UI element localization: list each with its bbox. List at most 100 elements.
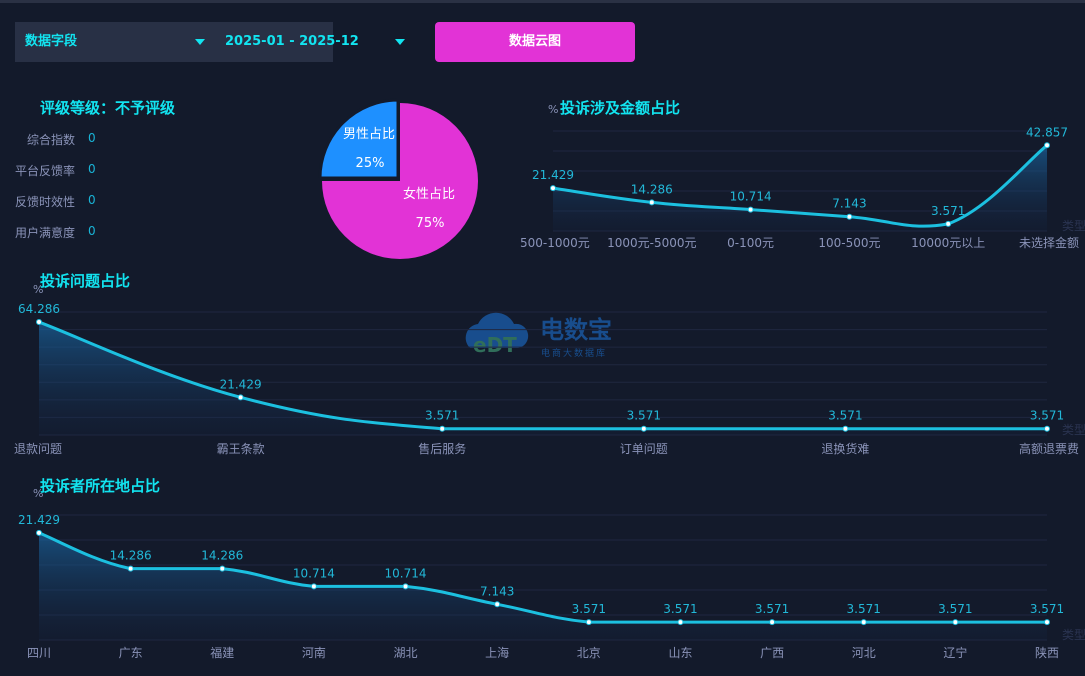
data-label: 42.857 <box>1026 125 1068 139</box>
field-dropdown-label: 数据字段 <box>25 34 78 49</box>
stat-value: 0 <box>88 162 96 176</box>
series-area <box>553 145 1047 231</box>
rating-title: 评级等级：不予评级 <box>40 99 176 117</box>
data-cloud-button[interactable]: 数据云图 <box>435 22 635 62</box>
data-point[interactable] <box>640 425 647 432</box>
svg-text:eDT: eDT <box>473 333 517 357</box>
issue-y-unit: % <box>33 283 44 296</box>
data-point[interactable] <box>945 220 952 227</box>
stat-label: 反馈时效性 <box>14 195 75 209</box>
x-tick-label: 10000元以上 <box>911 236 985 250</box>
pie-slice[interactable] <box>318 98 400 180</box>
data-label: 3.571 <box>627 409 661 423</box>
x-axis-name: 类型 <box>1062 219 1085 233</box>
data-label: 3.571 <box>938 602 972 616</box>
data-point[interactable] <box>127 565 134 572</box>
x-tick-label: 100-500元 <box>818 236 880 250</box>
region-y-unit: % <box>33 487 44 500</box>
data-label: 14.286 <box>201 549 243 563</box>
series-line <box>38 531 1047 624</box>
x-tick-label: 河北 <box>852 646 876 660</box>
x-tick-label: 上海 <box>485 645 509 660</box>
region-chart-title: 投诉者所在地占比 <box>40 477 161 495</box>
x-axis-name: 类型 <box>1062 423 1085 437</box>
series-line <box>552 144 1048 228</box>
x-tick-label: 售后服务 <box>418 441 466 456</box>
data-label: 3.571 <box>1030 409 1064 423</box>
data-label: 10.714 <box>385 566 427 580</box>
pie-slice-name: 男性占比 <box>343 127 395 142</box>
data-label: 7.143 <box>480 584 514 598</box>
data-point[interactable] <box>585 619 592 626</box>
x-tick-label: 广东 <box>119 646 143 660</box>
x-axis-name: 类型 <box>1062 628 1085 642</box>
x-tick-label: 福建 <box>210 645 234 660</box>
pie-slice-value: 75% <box>416 216 445 231</box>
data-point[interactable] <box>1044 619 1050 626</box>
x-tick-label: 北京 <box>577 646 601 660</box>
data-point[interactable] <box>36 529 42 536</box>
chevron-down-icon[interactable] <box>395 39 405 45</box>
top-border <box>0 0 1085 3</box>
amount-chart-title: 投诉涉及金额占比 <box>560 99 681 117</box>
data-point[interactable] <box>1044 142 1050 149</box>
watermark-logo: eDT 电数宝 电商大数据库 <box>465 312 612 359</box>
data-label: 21.429 <box>532 168 574 182</box>
data-label: 21.429 <box>18 513 60 527</box>
data-point[interactable] <box>439 425 446 432</box>
watermark-subtitle: 电商大数据库 <box>541 347 607 359</box>
data-label: 10.714 <box>730 190 772 204</box>
data-label: 3.571 <box>663 602 697 616</box>
stat-value: 0 <box>88 131 96 145</box>
x-tick-label: 四川 <box>27 646 51 660</box>
x-tick-label: 河南 <box>302 645 326 660</box>
data-label: 14.286 <box>631 182 673 196</box>
x-tick-label: 退款问题 <box>14 442 62 456</box>
data-point[interactable] <box>402 583 409 590</box>
data-point[interactable] <box>36 319 42 326</box>
stat-value: 0 <box>88 224 96 238</box>
x-tick-label: 高额退票费 <box>1019 441 1079 456</box>
data-point[interactable] <box>310 583 317 590</box>
data-label: 3.571 <box>931 204 965 218</box>
data-point[interactable] <box>219 565 226 572</box>
data-point[interactable] <box>494 601 501 608</box>
stat-value: 0 <box>88 193 96 207</box>
pie-slice-value: 25% <box>356 156 385 171</box>
data-point[interactable] <box>769 619 776 626</box>
x-tick-label: 山东 <box>668 646 692 660</box>
x-tick-label: 0-100元 <box>727 236 774 250</box>
data-point[interactable] <box>860 619 867 626</box>
data-label: 14.286 <box>110 549 152 563</box>
field-dropdown[interactable]: 数据字段 <box>25 22 215 62</box>
series-area <box>39 322 1047 435</box>
amount-y-unit: % <box>548 103 559 116</box>
x-tick-label: 500-1000元 <box>520 236 590 250</box>
x-tick-label: 湖北 <box>394 645 418 660</box>
data-point[interactable] <box>648 199 655 206</box>
x-tick-label: 辽宁 <box>943 645 967 660</box>
data-point[interactable] <box>952 619 959 626</box>
data-point[interactable] <box>747 206 754 213</box>
stat-label: 用户满意度 <box>14 226 75 240</box>
issue-chart-title: 投诉问题占比 <box>40 272 131 290</box>
pie-slice[interactable] <box>322 103 478 259</box>
date-range-dropdown[interactable]: 2025-01 - 2025-12 <box>225 22 415 62</box>
data-point[interactable] <box>677 619 684 626</box>
data-label: 3.571 <box>1030 602 1064 616</box>
data-point[interactable] <box>842 425 849 432</box>
x-tick-label: 霸王条款 <box>217 442 265 456</box>
data-point[interactable] <box>846 213 853 220</box>
data-label: 3.571 <box>425 409 459 423</box>
data-point[interactable] <box>237 394 244 401</box>
data-label: 3.571 <box>572 602 606 616</box>
data-point[interactable] <box>550 185 556 192</box>
chevron-down-icon[interactable] <box>195 39 205 45</box>
x-tick-label: 未选择金额 <box>1019 235 1079 250</box>
filter-bar: 数据字段 2025-01 - 2025-12 <box>15 22 405 62</box>
x-tick-label: 订单问题 <box>620 442 668 456</box>
data-point[interactable] <box>1044 425 1050 432</box>
data-label: 3.571 <box>847 602 881 616</box>
x-tick-label: 广西 <box>760 646 784 660</box>
